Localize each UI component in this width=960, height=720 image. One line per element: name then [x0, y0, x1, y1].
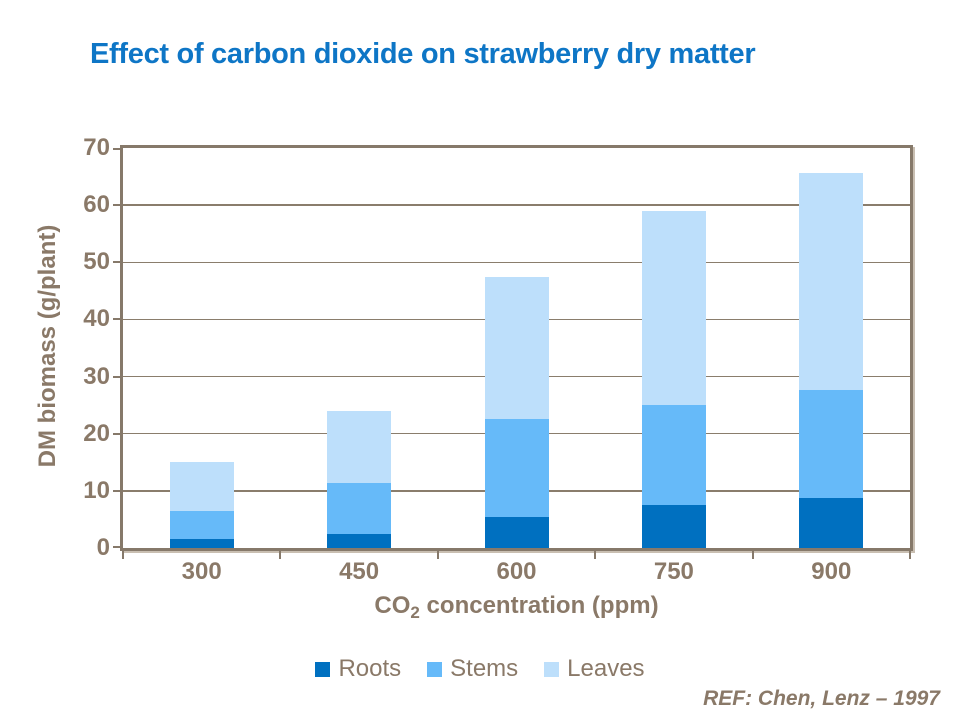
y-tick-70 [113, 148, 120, 150]
y-tick-50 [113, 261, 120, 264]
bar-segment-stems-300 [169, 510, 234, 540]
ref-citation: REF: Chen, Lenz – 1997 [703, 687, 940, 710]
x-tick-label-600: 600 [496, 558, 537, 585]
x-axis-label-prefix: CO [374, 592, 411, 619]
x-tick-1 [279, 551, 282, 559]
bar-segment-leaves-900 [799, 172, 864, 390]
y-tick-label-50: 50 [83, 248, 110, 276]
y-tick-label-0: 0 [96, 534, 110, 561]
legend-item-leaves: Leaves [544, 655, 645, 683]
bar-segment-leaves-450 [327, 410, 392, 484]
bar-segment-stems-450 [327, 483, 392, 534]
bar-segment-roots-300 [169, 539, 234, 548]
legend-label-roots: Roots [338, 655, 402, 682]
plot-area [113, 145, 913, 559]
x-tick-label-900: 900 [811, 558, 852, 585]
y-tick-label-40: 40 [83, 305, 110, 333]
bar-segment-roots-750 [641, 505, 706, 548]
x-tick-label-750: 750 [653, 558, 694, 585]
gridline-60 [123, 204, 910, 206]
y-tick-0 [113, 546, 120, 548]
x-axis-tick-labels: 300 450 600 750 900 [123, 558, 910, 588]
x-axis-label: CO2 concentration (ppm) [123, 592, 910, 622]
bar-segment-roots-600 [484, 516, 549, 548]
bar-segment-leaves-300 [169, 462, 234, 511]
plot-inner [113, 148, 911, 559]
x-tick-2 [436, 551, 439, 559]
bar-segment-leaves-750 [641, 210, 706, 406]
bar-segment-stems-600 [484, 419, 549, 517]
y-tick-60 [113, 204, 120, 207]
page-title: Effect of carbon dioxide on strawberry d… [90, 38, 756, 70]
y-tick-20 [113, 432, 120, 435]
x-tick-4 [751, 551, 754, 559]
bar-segment-leaves-600 [484, 276, 549, 420]
roots-swatch-icon [315, 661, 331, 677]
bar-segment-roots-900 [799, 498, 864, 548]
y-tick-label-30: 30 [83, 362, 110, 390]
gridline-50 [123, 261, 910, 264]
y-tick-label-10: 10 [83, 476, 110, 504]
legend: Roots Stems Leaves [0, 655, 960, 683]
legend-label-stems: Stems [450, 655, 519, 682]
y-tick-10 [113, 489, 120, 492]
bar-segment-roots-450 [327, 533, 392, 548]
bar-segment-stems-750 [641, 405, 706, 506]
x-axis-label-subscript: 2 [410, 603, 420, 622]
x-axis-label-suffix: concentration (ppm) [419, 592, 659, 619]
y-tick-30 [113, 375, 120, 378]
legend-label-leaves: Leaves [567, 655, 645, 682]
legend-item-roots: Roots [315, 655, 401, 683]
x-tick-5 [909, 551, 911, 559]
y-axis-tick-labels: 0 10 20 30 40 50 60 70 [38, 134, 110, 561]
y-tick-label-20: 20 [83, 419, 110, 447]
x-tick-3 [594, 551, 597, 559]
x-tick-label-450: 450 [339, 558, 380, 585]
y-tick-40 [113, 318, 120, 321]
stems-swatch-icon [427, 661, 443, 677]
x-tick-0 [122, 551, 124, 559]
legend-item-stems: Stems [427, 655, 518, 683]
bar-segment-stems-900 [799, 389, 864, 499]
y-tick-label-70: 70 [83, 134, 110, 161]
leaves-swatch-icon [544, 661, 560, 677]
y-tick-label-60: 60 [83, 191, 110, 219]
x-tick-label-300: 300 [181, 558, 222, 585]
